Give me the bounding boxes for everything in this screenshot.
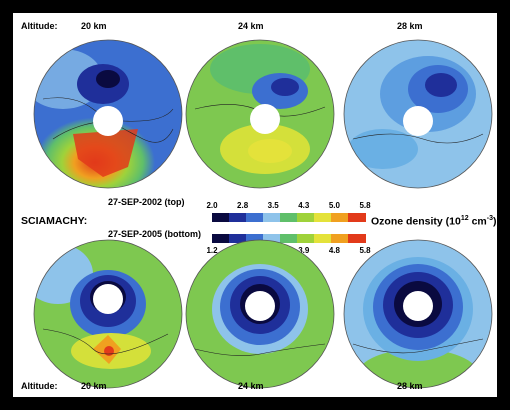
colorbar-tick-label: 2.8 — [237, 201, 249, 210]
ozone-map-2002-28km — [343, 39, 493, 189]
ozone-map-2005-20km — [33, 239, 183, 389]
colorbar-segment — [331, 234, 349, 243]
colorbar-segment — [348, 213, 366, 222]
ozone-density-label: Ozone density (1012 cm-3) — [371, 215, 497, 228]
ozone-map-2002-20km — [33, 39, 183, 189]
ozone-map-2005-28km — [343, 239, 493, 389]
colorbar-tick-label: 3.5 — [267, 201, 279, 210]
colorbar-segment — [314, 234, 332, 243]
altitude-label-bottom: Altitude: — [21, 381, 58, 391]
colorbar-segment — [263, 213, 281, 222]
colorbar-tick-label: 2.0 — [206, 201, 218, 210]
ozone-map-2002-24km — [185, 39, 335, 189]
colorbar-segment — [280, 213, 298, 222]
colorbar-top — [212, 213, 366, 222]
colorbar-tick-label: 5.0 — [328, 201, 340, 210]
colorbar-segment — [212, 234, 230, 243]
altitude-28-top: 28 km — [397, 21, 423, 31]
date-bottom-label: 27-SEP-2005 (bottom) — [108, 229, 202, 239]
colorbar-segment — [212, 213, 230, 222]
altitude-24-bottom: 24 km — [238, 381, 264, 391]
colorbar-segment — [297, 213, 315, 222]
colorbar-segment — [331, 213, 349, 222]
colorbar-tick-label: 4.3 — [298, 201, 310, 210]
date-top-label: 27-SEP-2002 (top) — [108, 197, 185, 207]
colorbar-tick-label: 5.8 — [359, 201, 371, 210]
colorbar-segment — [229, 213, 247, 222]
colorbar-segment — [314, 213, 332, 222]
colorbar-bottom — [212, 234, 366, 243]
altitude-28-bottom: 28 km — [397, 381, 423, 391]
altitude-24-top: 24 km — [238, 21, 264, 31]
instrument-label: SCIAMACHY: — [21, 215, 88, 227]
colorbar-segment — [348, 234, 366, 243]
colorbar-segment — [297, 234, 315, 243]
colorbar-segment — [246, 234, 264, 243]
colorbar-segment — [246, 213, 264, 222]
colorbar-tick-label: 1.2 — [206, 246, 218, 255]
colorbar-tick-label: 5.8 — [359, 246, 371, 255]
colorbar-tick-label: 3.9 — [298, 246, 310, 255]
altitude-label-top: Altitude: — [21, 21, 58, 31]
colorbar-segment — [263, 234, 281, 243]
ozone-map-2005-24km — [185, 239, 335, 389]
colorbar-segment — [280, 234, 298, 243]
altitude-20-top: 20 km — [81, 21, 107, 31]
colorbar-tick-label: 4.8 — [328, 246, 340, 255]
altitude-20-bottom: 20 km — [81, 381, 107, 391]
figure-panel: Altitude: 20 km 24 km 28 km — [13, 13, 497, 397]
colorbar-segment — [229, 234, 247, 243]
